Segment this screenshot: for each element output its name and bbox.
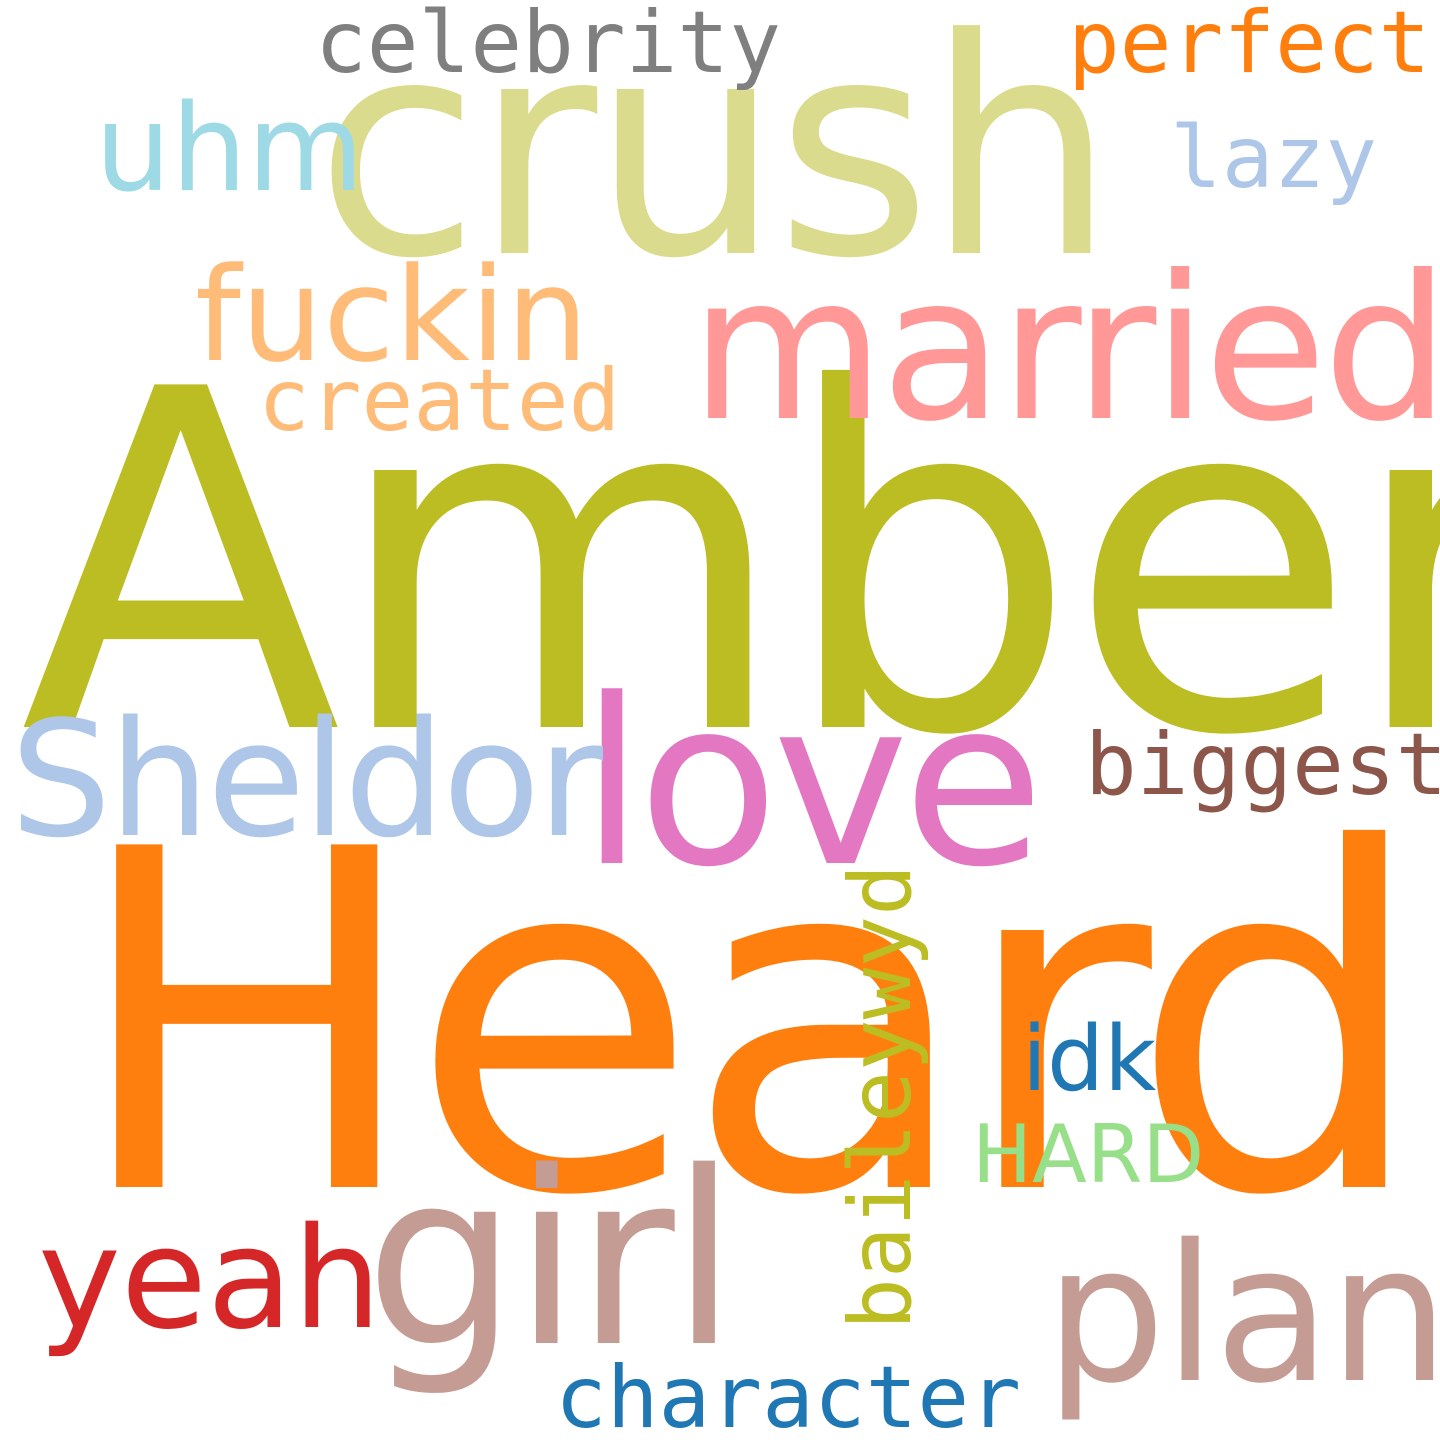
word-celebrity: celebrity xyxy=(315,0,781,93)
word-girl: girl xyxy=(365,1120,737,1400)
word-fuckin: fuckin xyxy=(195,239,589,391)
word-married: married xyxy=(690,233,1440,466)
word-perfect: perfect xyxy=(1068,0,1431,93)
word-baileywyd: baileywyd xyxy=(831,864,931,1330)
word-amber: Amber xyxy=(20,291,1440,838)
word-sheldor: Sheldor xyxy=(10,686,603,873)
word-lazy: lazy xyxy=(1170,108,1378,208)
word-character: character xyxy=(555,1348,1021,1440)
word-plan: plan xyxy=(1045,1204,1440,1425)
word-love: love xyxy=(580,651,1044,918)
word-idk: idk xyxy=(1022,1007,1157,1112)
word-heard: Heard xyxy=(70,751,1428,1298)
word-yeah: yeah xyxy=(38,1198,382,1361)
word-crush: crush xyxy=(315,0,1116,324)
word-created: created xyxy=(258,351,621,451)
word-hard: HARD xyxy=(972,1108,1205,1201)
word-uhm: uhm xyxy=(95,80,365,219)
word-biggest: biggest xyxy=(1085,715,1440,815)
